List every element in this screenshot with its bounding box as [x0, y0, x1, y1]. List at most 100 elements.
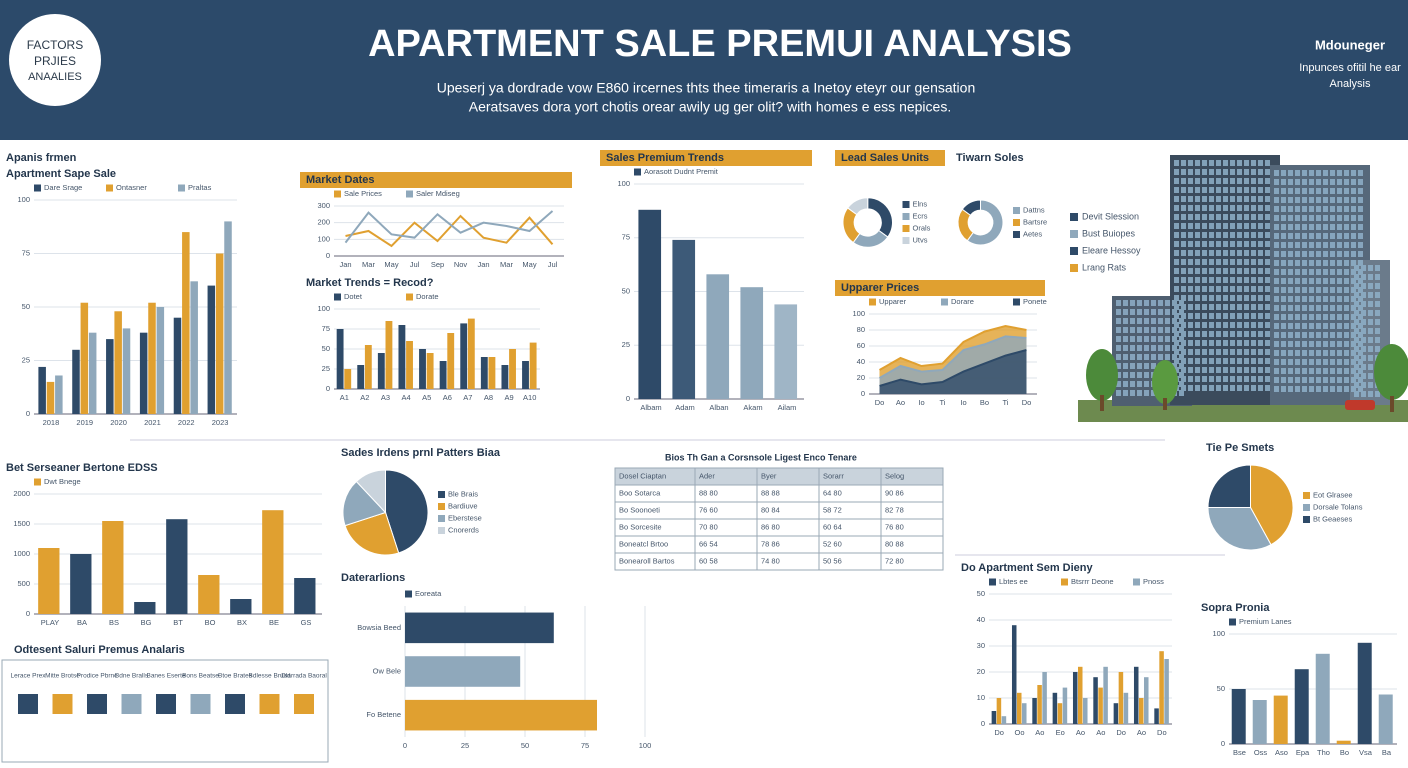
table-text: 82 78: [885, 505, 904, 514]
bar: [262, 510, 284, 614]
window: [1358, 314, 1363, 320]
window: [1130, 363, 1135, 369]
window: [1265, 196, 1270, 202]
bar: [419, 349, 426, 389]
bar: [405, 699, 597, 731]
window: [1188, 178, 1193, 184]
window: [1330, 260, 1335, 266]
y-tick-label: 20: [977, 667, 985, 676]
bar: [122, 328, 131, 414]
window: [1244, 376, 1249, 382]
window: [1265, 376, 1270, 382]
window: [1123, 309, 1128, 315]
window: [1295, 296, 1300, 302]
window: [1274, 287, 1279, 293]
window: [1209, 367, 1214, 373]
window: [1244, 214, 1249, 220]
legend-label: Bust Buiopes: [1082, 228, 1136, 238]
window: [1172, 354, 1177, 360]
window: [1358, 368, 1363, 374]
window: [1209, 277, 1214, 283]
window: [1337, 269, 1342, 275]
line: [879, 349, 1027, 387]
legend-swatch: [869, 298, 876, 306]
window: [1209, 259, 1214, 265]
table-text: Byer: [761, 471, 777, 480]
window: [1188, 223, 1193, 229]
bar: [102, 521, 124, 614]
window: [1337, 296, 1342, 302]
window: [1251, 367, 1256, 373]
window: [1337, 368, 1342, 374]
window: [1216, 214, 1221, 220]
slice: [385, 469, 429, 554]
badge-line: FACTORS: [27, 38, 83, 52]
legend-swatch: [438, 527, 445, 534]
window: [1316, 368, 1321, 374]
window: [1309, 188, 1314, 194]
x-tick-label: Do: [875, 398, 885, 407]
window: [1244, 331, 1249, 337]
window: [1144, 300, 1149, 306]
window: [1251, 223, 1256, 229]
x-tick-label: Do: [1116, 728, 1126, 737]
window: [1295, 179, 1300, 185]
window: [1181, 250, 1186, 256]
window: [1202, 340, 1207, 346]
window: [1181, 169, 1186, 175]
bar: [1123, 692, 1129, 724]
window: [1123, 363, 1128, 369]
window: [1295, 251, 1300, 257]
window: [1174, 205, 1179, 211]
y-tick-label: 300: [317, 201, 330, 210]
legend-label: Utvs: [913, 235, 928, 244]
window: [1323, 251, 1328, 257]
window: [1344, 368, 1349, 374]
window: [1202, 223, 1207, 229]
window: [1330, 224, 1335, 230]
window: [1302, 269, 1307, 275]
window: [1244, 250, 1249, 256]
legend-swatch: [34, 478, 41, 486]
window: [1195, 304, 1200, 310]
x-tick-label: Jan: [477, 260, 489, 269]
window: [1323, 332, 1328, 338]
icon-tile: [121, 694, 142, 714]
bar: [207, 285, 216, 414]
window: [1265, 331, 1270, 337]
window: [1181, 187, 1186, 193]
window: [1344, 377, 1349, 383]
window: [1223, 205, 1228, 211]
line: [345, 214, 554, 248]
window: [1188, 340, 1193, 346]
window: [1181, 277, 1186, 283]
window: [1361, 346, 1366, 352]
window: [1202, 295, 1207, 301]
x-tick-label: 0: [403, 741, 407, 750]
window: [1165, 318, 1170, 324]
window: [1330, 359, 1335, 365]
chart-subtitle: Apartment Sape Sale: [6, 168, 116, 180]
window: [1351, 215, 1356, 221]
window: [1174, 214, 1179, 220]
chart-title: Upparer Prices: [841, 282, 919, 294]
window: [1358, 215, 1363, 221]
legend-label: Dattns: [1023, 205, 1045, 214]
window: [1188, 331, 1193, 337]
window: [1123, 372, 1128, 378]
window: [1330, 368, 1335, 374]
window: [1209, 268, 1214, 274]
window: [1295, 233, 1300, 239]
window: [1130, 336, 1135, 342]
window: [1216, 187, 1221, 193]
x-tick-label: Eo: [1056, 728, 1065, 737]
window: [1230, 277, 1235, 283]
window: [1344, 260, 1349, 266]
bar: [1022, 703, 1027, 724]
window: [1288, 314, 1293, 320]
window: [1288, 368, 1293, 374]
window: [1302, 197, 1307, 203]
window: [1358, 323, 1363, 329]
x-tick-label: Akam: [743, 403, 762, 412]
bar: [1001, 716, 1007, 724]
